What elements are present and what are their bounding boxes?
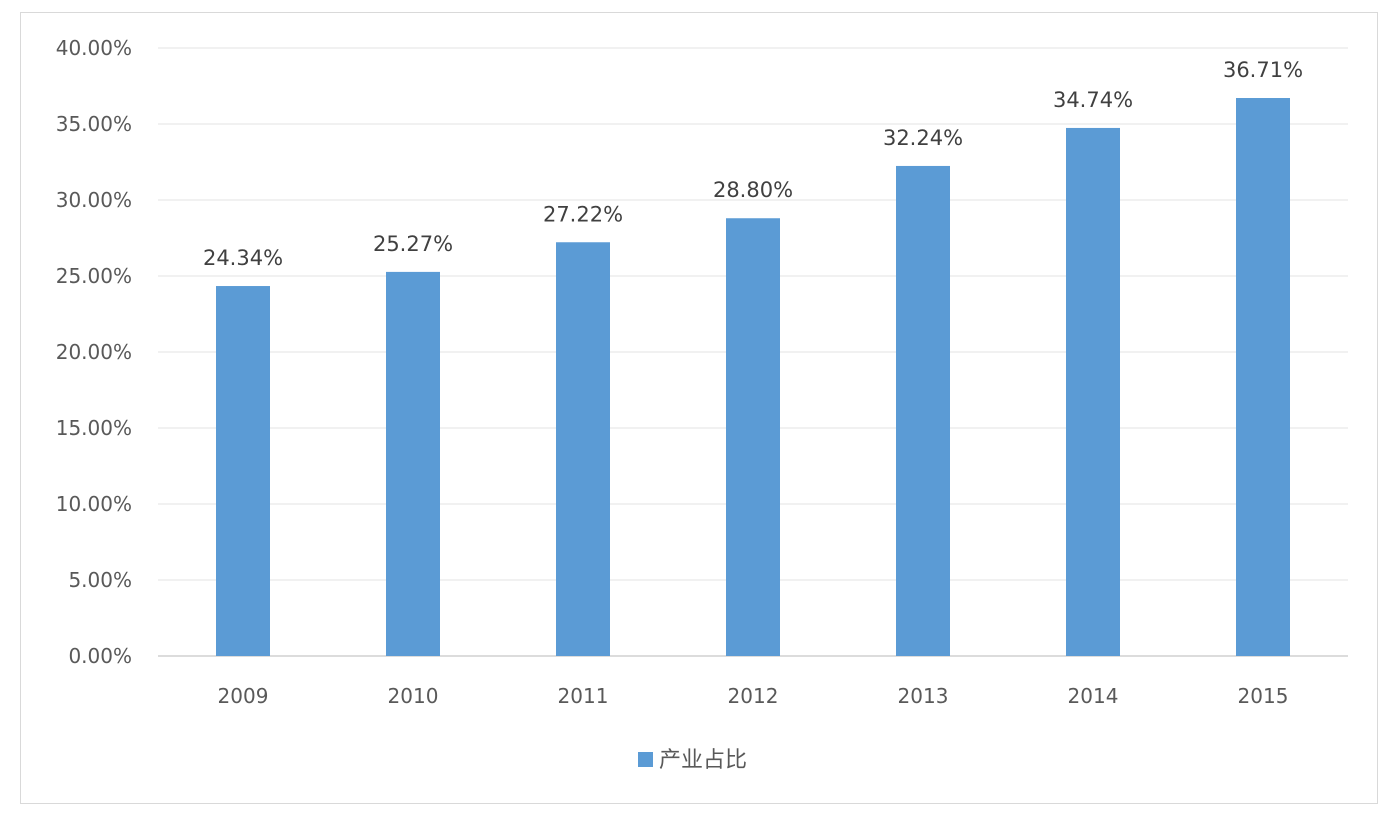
bars (216, 98, 1290, 657)
y-tick-label: 25.00% (56, 264, 132, 288)
legend-swatch (638, 752, 653, 767)
y-axis-ticks: 0.00% 5.00% 10.00% 15.00% 20.00% 25.00% 30.00%… (56, 36, 132, 668)
y-tick-label: 0.00% (68, 644, 132, 668)
y-tick-label: 15.00% (56, 416, 132, 440)
x-tick-label: 2009 (218, 684, 269, 708)
x-tick-label: 2011 (558, 684, 609, 708)
legend: 产业占比 (638, 748, 747, 773)
y-tick-label: 40.00% (56, 36, 132, 60)
data-label: 25.27% (373, 232, 453, 256)
data-label: 27.22% (543, 202, 623, 226)
y-tick-label: 5.00% (68, 568, 132, 592)
bar (1236, 98, 1290, 657)
bar (216, 286, 270, 656)
data-label: 34.74% (1053, 88, 1133, 112)
y-tick-label: 20.00% (56, 340, 132, 364)
x-axis-ticks: 2009 2010 2011 2012 2013 2014 2015 (218, 684, 1289, 708)
data-label: 24.34% (203, 246, 283, 270)
bar (1066, 127, 1120, 656)
legend-label: 产业占比 (659, 748, 747, 773)
y-tick-label: 10.00% (56, 492, 132, 516)
x-tick-label: 2012 (728, 684, 779, 708)
bar (726, 218, 780, 657)
bar (386, 271, 440, 656)
x-tick-label: 2010 (388, 684, 439, 708)
y-tick-label: 30.00% (56, 188, 132, 212)
bar (556, 242, 610, 657)
bar (896, 165, 950, 656)
x-tick-label: 2013 (898, 684, 949, 708)
data-label: 32.24% (883, 126, 963, 150)
y-tick-label: 35.00% (56, 112, 132, 136)
x-tick-label: 2015 (1238, 684, 1289, 708)
data-label: 28.80% (713, 178, 793, 202)
data-label: 36.71% (1223, 58, 1303, 82)
x-tick-label: 2014 (1068, 684, 1119, 708)
data-labels: 24.34% 25.27% 27.22% 28.80% 32.24% 34.74% 36.7… (203, 58, 1303, 270)
